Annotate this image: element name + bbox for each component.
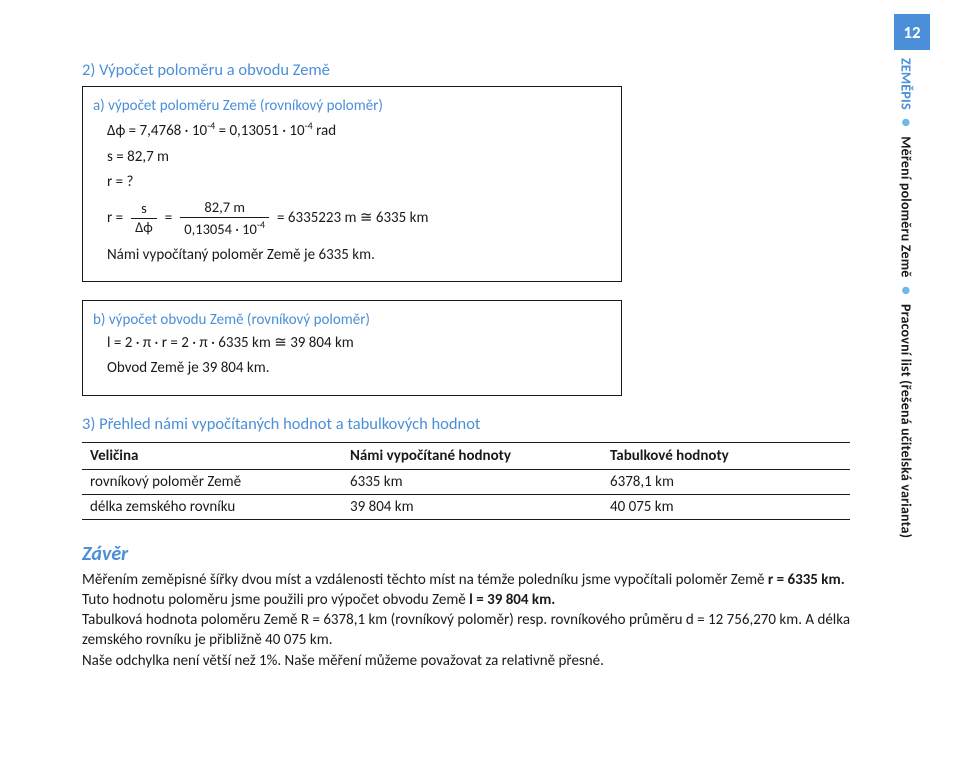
fraction-2: 82,7 m 0,13054 · 10-4: [180, 200, 269, 238]
page-number-badge: 12: [894, 14, 930, 50]
table-row: rovníkový poloměr Země 6335 km 6378,1 km: [82, 469, 850, 494]
bullet-icon: ●: [896, 281, 915, 304]
part-a-line3: r = ?: [107, 171, 611, 194]
section-3-title: 3) Přehled námi vypočítaných hodnot a ta…: [82, 414, 850, 434]
cell: rovníkový poloměr Země: [82, 469, 342, 494]
sidebar-subject: ZEMĚPIS: [897, 58, 914, 110]
part-b-line1: l = 2 · π · r = 2 · π · 6335 km ≅ 39 804…: [107, 332, 611, 355]
part-a-line1: Δϕ = 7,4768 · 10-4 = 0,13051 · 10-4 rad: [107, 118, 611, 143]
cell: délka zemského rovníku: [82, 494, 342, 519]
table-row: délka zemského rovníku 39 804 km 40 075 …: [82, 494, 850, 519]
zaver-body: Měřením zeměpisné šířky dvou míst a vzdá…: [82, 570, 850, 671]
part-a-label: a) výpočet poloměru Země (rovníkový polo…: [93, 95, 611, 118]
part-a-result: = 6335223 m ≅ 6335 km: [277, 207, 428, 230]
part-b-label: b) výpočet obvodu Země (rovníkový polomě…: [93, 309, 611, 332]
cell: 6378,1 km: [602, 469, 850, 494]
th-computed: Námi vypočítané hodnoty: [342, 442, 602, 469]
th-tabulated: Tabulkové hodnoty: [602, 442, 850, 469]
part-a-fraction-line: r = s Δϕ = 82,7 m 0,13054 · 10-4 = 63352…: [107, 200, 611, 238]
cell: 6335 km: [342, 469, 602, 494]
section-2-title: 2) Výpočet poloměru a obvodu Země: [82, 60, 850, 80]
table-header-row: Veličina Námi vypočítané hodnoty Tabulko…: [82, 442, 850, 469]
bullet-icon: ●: [896, 113, 915, 136]
box-part-b: b) výpočet obvodu Země (rovníkový polomě…: [82, 300, 622, 396]
sidebar-topic: Měření poloměru Země: [897, 136, 914, 277]
cell: 39 804 km: [342, 494, 602, 519]
main-content: 2) Výpočet poloměru a obvodu Země a) výp…: [82, 60, 850, 671]
part-b-line2: Obvod Země je 39 804 km.: [107, 357, 611, 380]
sidebar-doc-type: Pracovní list (řešená učitelská varianta…: [897, 304, 914, 538]
comparison-table: Veličina Námi vypočítané hodnoty Tabulko…: [82, 442, 850, 520]
fraction-1: s Δϕ: [131, 201, 157, 236]
sidebar-label: ZEMĚPIS ● Měření poloměru Země ● Pracovn…: [894, 58, 930, 578]
part-a-line2: s = 82,7 m: [107, 146, 611, 169]
box-part-a: a) výpočet poloměru Země (rovníkový polo…: [82, 86, 622, 282]
cell: 40 075 km: [602, 494, 850, 519]
th-velicina: Veličina: [82, 442, 342, 469]
zaver-title: Závěr: [82, 542, 850, 566]
part-a-note: Námi vypočítaný poloměr Země je 6335 km.: [107, 244, 611, 267]
